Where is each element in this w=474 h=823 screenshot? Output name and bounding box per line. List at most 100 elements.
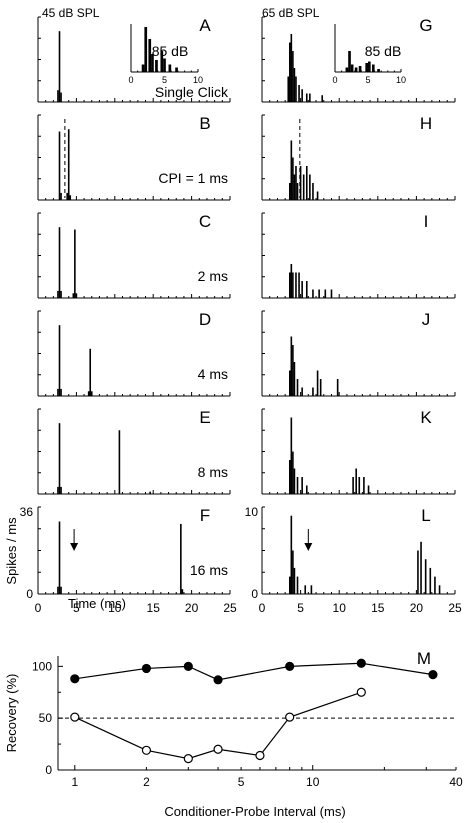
- recovery-x-tick-label: 1: [71, 775, 78, 789]
- psth-bar-l: [296, 576, 299, 594]
- recovery-line-filled: [74, 662, 434, 681]
- spikes-axis-label: Spikes / ms: [4, 517, 19, 585]
- inset-tick-label-g: 0: [332, 75, 337, 85]
- psth-bar-c: [72, 293, 75, 298]
- condition-label-2: 2 ms: [198, 268, 228, 284]
- inset-tick-label-a: 10: [193, 75, 203, 85]
- psth-bar-k: [305, 485, 308, 494]
- inset-bar-a: [151, 54, 154, 72]
- psth-bar-f: [57, 586, 59, 594]
- panel-label-g: G: [419, 16, 432, 35]
- panel-label-e: E: [199, 408, 210, 427]
- time-tick-left: 10: [108, 601, 122, 615]
- psth-bar-l: [304, 585, 307, 594]
- psth-bar-c: [75, 293, 78, 298]
- recovery-x-tick-label: 5: [238, 775, 245, 789]
- inset-tick-label-g: 5: [365, 75, 370, 85]
- recovery-point-open: [255, 750, 265, 761]
- condition-label-3: 4 ms: [198, 366, 228, 382]
- panel-label-m: M: [417, 649, 431, 668]
- psth-bar-k: [296, 477, 299, 494]
- recovery-axis-label: Recovery (%): [4, 674, 19, 753]
- time-tick-right: 10: [333, 601, 347, 615]
- time-axis-label: Time (ms): [68, 596, 126, 611]
- psth-bar-g: [287, 76, 290, 102]
- psth-bar-f: [58, 521, 61, 594]
- psth-bar-i: [288, 272, 291, 298]
- psth-bar-i: [301, 281, 303, 298]
- panel-label-i: I: [424, 212, 429, 231]
- psth-bar-k: [363, 477, 365, 494]
- recovery-point-filled: [428, 670, 438, 680]
- time-tick-left: 20: [185, 601, 199, 615]
- psth-bar-b: [69, 195, 72, 200]
- axes-layer: [37, 16, 457, 771]
- psth-bar-g: [290, 34, 293, 102]
- probe-arrow-f: [70, 543, 79, 551]
- left-ymax-label: 36: [20, 505, 34, 519]
- recovery-point-open: [183, 753, 193, 764]
- psth-bar-g: [295, 76, 297, 102]
- psth-bar-d: [87, 391, 90, 396]
- panel-label-f: F: [200, 506, 210, 525]
- psth-bar-b: [58, 131, 61, 200]
- psth-bar-d: [58, 325, 61, 396]
- psth-bar-e: [60, 486, 62, 494]
- inset-bar-g: [377, 69, 380, 72]
- inset-level-label-g: 85 dB: [365, 43, 402, 59]
- marks-layer: [57, 27, 441, 764]
- psth-bar-f: [60, 586, 62, 594]
- psth-bar-l: [438, 585, 441, 594]
- recovery-point-open: [141, 745, 152, 755]
- psth-bar-j: [336, 379, 339, 396]
- psth-bar-l: [290, 515, 293, 594]
- psth-bar-d: [89, 348, 92, 396]
- psth-bar-j: [301, 387, 303, 396]
- psth-bar-g: [305, 93, 308, 102]
- condition-label-1: CPI = 1 ms: [158, 170, 228, 186]
- psth-bar-d: [57, 388, 59, 396]
- psth-bar-g: [321, 95, 324, 102]
- panel-label-l: L: [421, 506, 430, 525]
- psth-bar-j: [316, 370, 319, 396]
- psth-bar-c: [74, 229, 76, 298]
- recovery-point-filled: [285, 661, 295, 671]
- inset-bar-g: [348, 51, 351, 72]
- psth-bar-l: [424, 559, 427, 594]
- psth-bar-h: [312, 183, 314, 200]
- left-ymin-label: 0: [26, 587, 33, 601]
- panel-label-d: D: [199, 310, 211, 329]
- panel-label-a: A: [199, 16, 211, 35]
- psth-bar-i: [295, 272, 297, 298]
- psth-bar-h: [309, 174, 311, 200]
- time-tick-right: 25: [448, 601, 462, 615]
- psth-bar-h: [302, 174, 305, 200]
- psth-bar-l: [417, 550, 419, 594]
- time-tick-left: 15: [147, 601, 161, 615]
- psth-bar-j: [293, 362, 296, 396]
- recovery-point-filled: [70, 674, 80, 684]
- inset-bar-g: [358, 66, 362, 72]
- psth-bar-k: [292, 451, 294, 494]
- right-level-header: 65 dB SPL: [262, 6, 320, 20]
- recovery-point-open: [285, 712, 295, 722]
- time-tick-left: 0: [35, 601, 42, 615]
- panel-label-c: C: [199, 212, 211, 231]
- panel-label-h: H: [420, 114, 432, 133]
- recovery-point-filled: [183, 661, 193, 671]
- inset-bar-g: [371, 64, 375, 72]
- recovery-point-open: [70, 712, 80, 722]
- psth-bar-g: [309, 93, 311, 102]
- inset-bar-g: [365, 63, 368, 72]
- psth-bar-a: [57, 90, 59, 102]
- psth-bar-k: [290, 417, 293, 494]
- inset-bar-a: [155, 60, 158, 72]
- psth-bar-k: [367, 485, 370, 494]
- time-tick-right: 5: [297, 601, 304, 615]
- psth-bar-i: [298, 272, 300, 298]
- recovery-point-filled: [141, 663, 152, 674]
- recovery-x-tick-label: 10: [306, 775, 320, 789]
- inset-bar-g: [350, 64, 354, 72]
- psth-bar-l: [292, 550, 294, 594]
- psth-bar-h: [290, 140, 293, 200]
